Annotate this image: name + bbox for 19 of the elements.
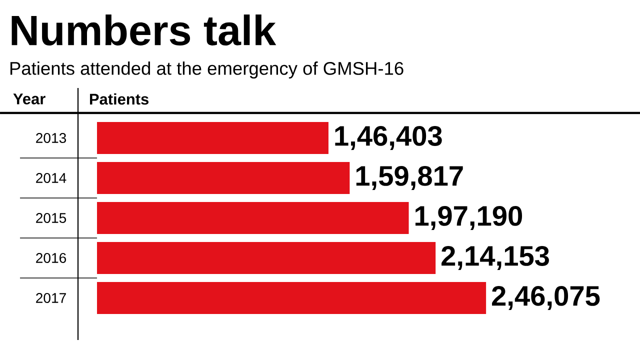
y-axis-title: Year	[13, 94, 46, 104]
data-label: 2,14,153	[442, 246, 549, 270]
y-tick-label: 2014	[36, 173, 66, 183]
y-tick-label: 2015	[36, 213, 66, 223]
data-label: 1,46,403	[335, 126, 442, 150]
y-tick-label: 2013	[36, 133, 66, 143]
x-axis-title: Patients	[90, 93, 148, 105]
y-tick-label: 2016	[36, 253, 66, 263]
y-tick-label: 2017	[36, 293, 66, 303]
chart-subtitle: Patients attended at the emergency of GMSH-16	[10, 61, 404, 79]
bar	[97, 162, 350, 194]
bar	[97, 242, 436, 274]
chart-title: Numbers talk	[12, 14, 276, 46]
data-label: 1,59,817	[356, 166, 463, 190]
bar	[97, 202, 409, 234]
bar	[97, 122, 328, 154]
data-label: 1,97,190	[416, 206, 522, 230]
data-label: 2,46,075	[492, 286, 600, 310]
bar	[97, 282, 486, 314]
